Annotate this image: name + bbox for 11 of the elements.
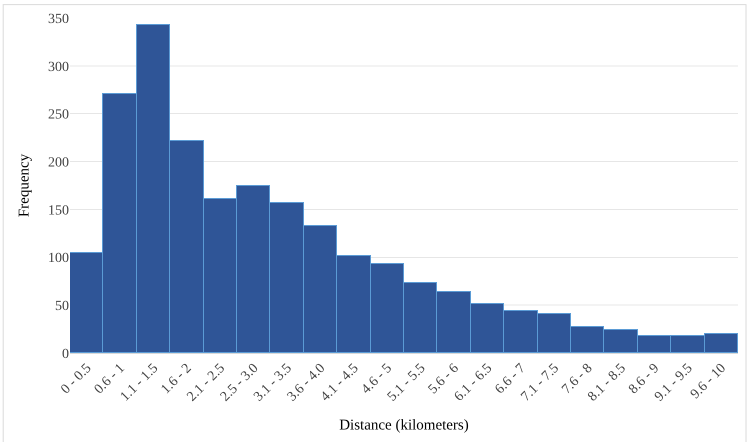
- y-tick-label: 300: [48, 60, 69, 75]
- y-tick-label: 350: [48, 12, 69, 27]
- y-tick-label: 250: [48, 108, 69, 123]
- y-axis-title: Frequency: [16, 153, 32, 218]
- y-tick-label: 100: [48, 251, 69, 266]
- y-tick-label: 200: [48, 155, 69, 170]
- x-tick-label: 0 - 0.5: [58, 360, 94, 398]
- y-tick-label: 50: [55, 299, 69, 314]
- y-tick-label: 0: [62, 346, 69, 362]
- x-axis-title: Distance (kilometers): [339, 418, 469, 434]
- y-tick-label: 150: [48, 203, 69, 218]
